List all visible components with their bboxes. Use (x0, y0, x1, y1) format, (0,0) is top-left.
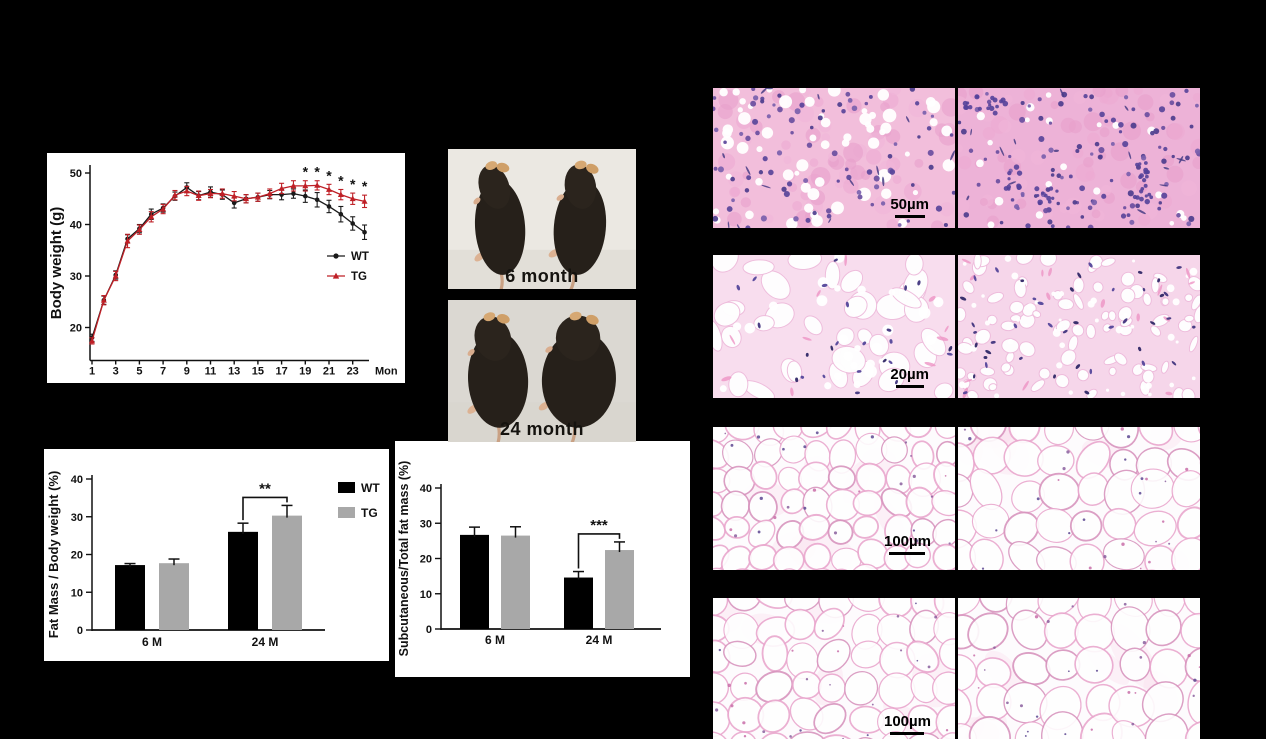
scale-bar-row2-line (895, 385, 924, 388)
histology-row1-left: 50µm (713, 88, 955, 228)
svg-text:40: 40 (71, 474, 83, 486)
svg-text:10: 10 (420, 589, 432, 601)
svg-text:17: 17 (275, 366, 287, 378)
svg-text:*: * (314, 164, 320, 180)
svg-text:13: 13 (228, 366, 240, 378)
svg-text:30: 30 (71, 512, 83, 524)
svg-text:20: 20 (71, 550, 83, 562)
svg-text:Subcutaneous/Total fat mass (%: Subcutaneous/Total fat mass (%) (397, 461, 411, 657)
svg-text:3: 3 (113, 366, 119, 378)
histology-row2-left-image (713, 255, 955, 398)
scale-bar-row1-label: 50µm (890, 196, 929, 213)
histology-row3-right (958, 427, 1200, 570)
svg-text:Mon: Mon (375, 366, 398, 378)
svg-text:TG: TG (351, 271, 367, 283)
mice-photo-6-month: 6 month (448, 149, 636, 289)
svg-text:0: 0 (77, 625, 83, 637)
photo-label-24-month: 24 month (499, 419, 584, 439)
fat-mass-chart-panel: 0 10 20 30 40 Fat Mass / Body weight (%) 6 M 24… (44, 449, 389, 661)
svg-text:**: ** (259, 480, 271, 497)
scale-bar-row2-label: 20µm (890, 366, 929, 383)
svg-text:Fat Mass / Body weight (%): Fat Mass / Body weight (%) (46, 471, 61, 639)
svg-text:***: *** (590, 517, 608, 534)
svg-text:5: 5 (136, 366, 142, 378)
scale-bar-row4-label: 100µm (883, 713, 931, 730)
histology-row1-right-image (958, 88, 1200, 228)
svg-text:24 M: 24 M (586, 633, 613, 647)
svg-text:19: 19 (299, 366, 311, 378)
fat-mass-bar-chart: 0 10 20 30 40 Fat Mass / Body weight (%) 6 M 24… (46, 471, 380, 649)
scale-bar-row3: 100µm (884, 534, 931, 555)
scale-bar-row1-line (894, 215, 925, 218)
svg-text:6 M: 6 M (142, 635, 162, 649)
svg-text:*: * (326, 167, 332, 183)
mice-photo-6-month-image (448, 149, 636, 289)
svg-text:40: 40 (420, 483, 432, 495)
mice-photo-24-month: 24 month (448, 300, 636, 442)
svg-text:21: 21 (323, 366, 335, 378)
histology-row3-right-image (958, 427, 1200, 570)
body-weight-chart-panel: 20 30 40 50 1 3 5 7 9 11 13 15 17 19 21 23 Mon Body weigh… (47, 153, 405, 383)
scale-bar-row4: 100µm (884, 714, 931, 735)
scale-bar-row3-label: 100µm (883, 533, 931, 550)
svg-text:23: 23 (347, 366, 359, 378)
svg-text:7: 7 (160, 366, 166, 378)
histology-row4-right (958, 598, 1200, 739)
histology-row2-left: 20µm (713, 255, 955, 398)
svg-text:20: 20 (420, 554, 432, 566)
svg-text:*: * (362, 178, 368, 194)
histology-row1-left-image (713, 88, 955, 228)
svg-text:WT: WT (361, 481, 380, 495)
svg-text:20: 20 (70, 323, 82, 335)
histology-row3-left: 100µm (713, 427, 955, 570)
subcutaneous-fat-chart-panel: 0 10 20 30 40 Subcutaneous/Total fat mass (%)… (395, 441, 690, 677)
svg-text:15: 15 (252, 366, 264, 378)
histology-row4-left-image (713, 598, 955, 739)
svg-text:WT: WT (351, 251, 369, 263)
scale-bar-row1: 50µm (890, 197, 929, 218)
svg-text:*: * (303, 164, 309, 180)
svg-text:TG: TG (361, 506, 378, 520)
scale-bar-row4-line (890, 732, 925, 735)
svg-text:40: 40 (70, 220, 82, 232)
mice-photo-24-month-image (448, 300, 636, 442)
svg-text:50: 50 (70, 168, 82, 180)
svg-text:1: 1 (89, 366, 95, 378)
histology-row2-right-image (958, 255, 1200, 398)
svg-text:11: 11 (205, 366, 217, 378)
histology-row2-right (958, 255, 1200, 398)
svg-text:9: 9 (184, 366, 190, 378)
histology-row4-right-image (958, 598, 1200, 739)
svg-text:6 M: 6 M (485, 633, 505, 647)
svg-text:30: 30 (70, 271, 82, 283)
svg-text:*: * (350, 176, 356, 192)
histology-row3-left-image (713, 427, 955, 570)
svg-text:10: 10 (71, 587, 83, 599)
svg-text:0: 0 (426, 624, 432, 636)
subcutaneous-fat-bar-chart: 0 10 20 30 40 Subcutaneous/Total fat mass (%)… (397, 461, 661, 657)
histology-row4-left: 100µm (713, 598, 955, 739)
scale-bar-row3-line (889, 552, 926, 555)
svg-text:*: * (338, 172, 344, 188)
scale-bar-row2: 20µm (890, 367, 929, 388)
photo-label-6-month: 6 month (505, 266, 579, 286)
histology-row1-right (958, 88, 1200, 228)
svg-text:Body weight (g): Body weight (g) (48, 207, 65, 320)
svg-text:24 M: 24 M (252, 635, 279, 649)
svg-text:30: 30 (420, 518, 432, 530)
